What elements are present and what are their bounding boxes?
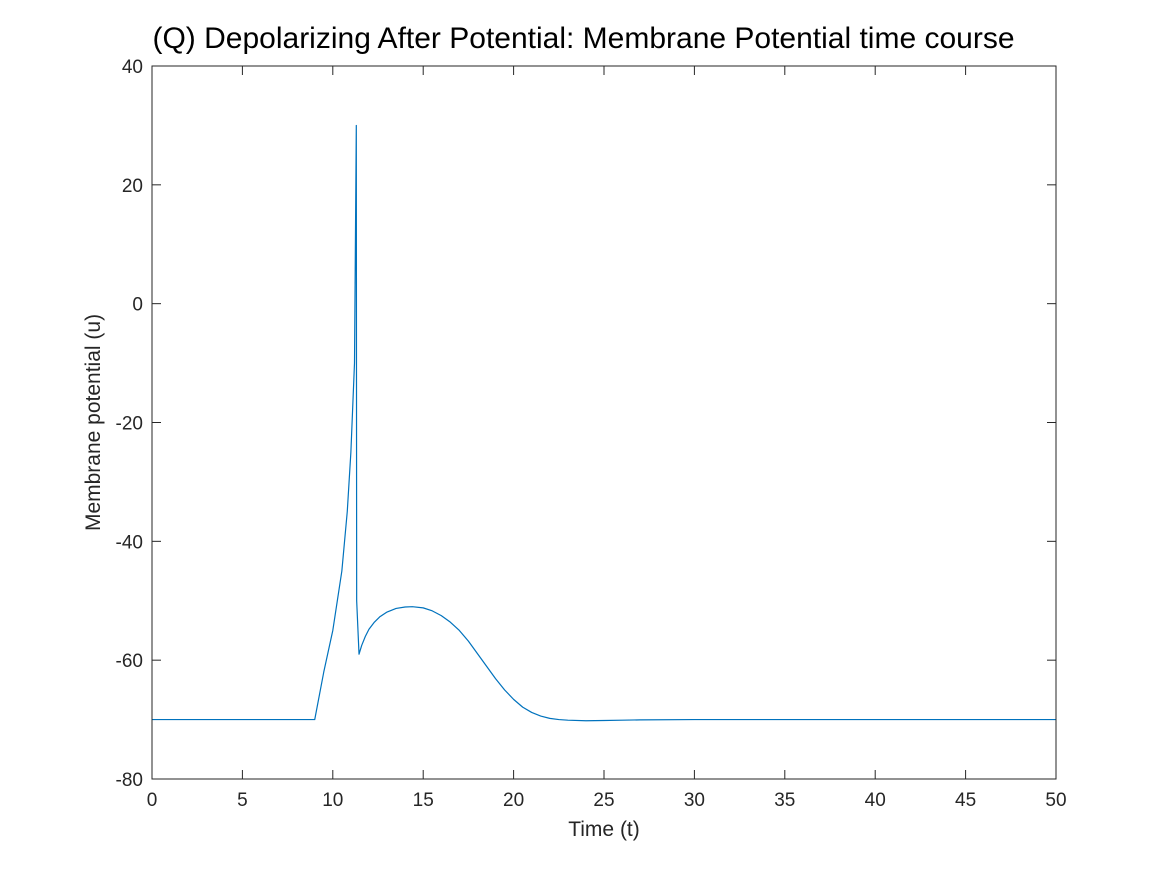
x-tick-label: 30 (684, 790, 705, 811)
y-tick-label: -20 (116, 414, 143, 435)
x-tick-label: 50 (1045, 790, 1066, 811)
x-tick-label: 40 (865, 790, 886, 811)
y-tick-label: 0 (132, 295, 143, 316)
x-tick-label: 10 (322, 790, 343, 811)
y-tick-label: -40 (116, 532, 143, 553)
plot-area (152, 66, 1056, 779)
y-axis-ticks: -80 -60 -40 -20 0 20 40 (116, 57, 1056, 791)
x-axis-ticks: 0 5 10 15 20 25 30 35 40 45 50 (147, 66, 1067, 811)
y-tick-label: -80 (116, 770, 143, 791)
x-tick-label: 35 (774, 790, 795, 811)
y-tick-label: 20 (122, 176, 143, 197)
x-tick-label: 20 (503, 790, 524, 811)
chart-title: (Q) Depolarizing After Potential: Membra… (152, 22, 1014, 55)
series-line-membrane-potential (152, 124, 1056, 722)
x-tick-label: 0 (147, 790, 158, 811)
x-axis-label: Time (t) (568, 818, 640, 841)
x-tick-label: 5 (237, 790, 248, 811)
y-tick-label: 40 (122, 57, 143, 78)
x-tick-label: 25 (593, 790, 614, 811)
x-tick-label: 45 (955, 790, 976, 811)
y-tick-label: -60 (116, 651, 143, 672)
x-tick-label: 15 (413, 790, 434, 811)
y-axis-label: Membrane potential (u) (82, 314, 105, 531)
plot-frame (151, 65, 1057, 780)
